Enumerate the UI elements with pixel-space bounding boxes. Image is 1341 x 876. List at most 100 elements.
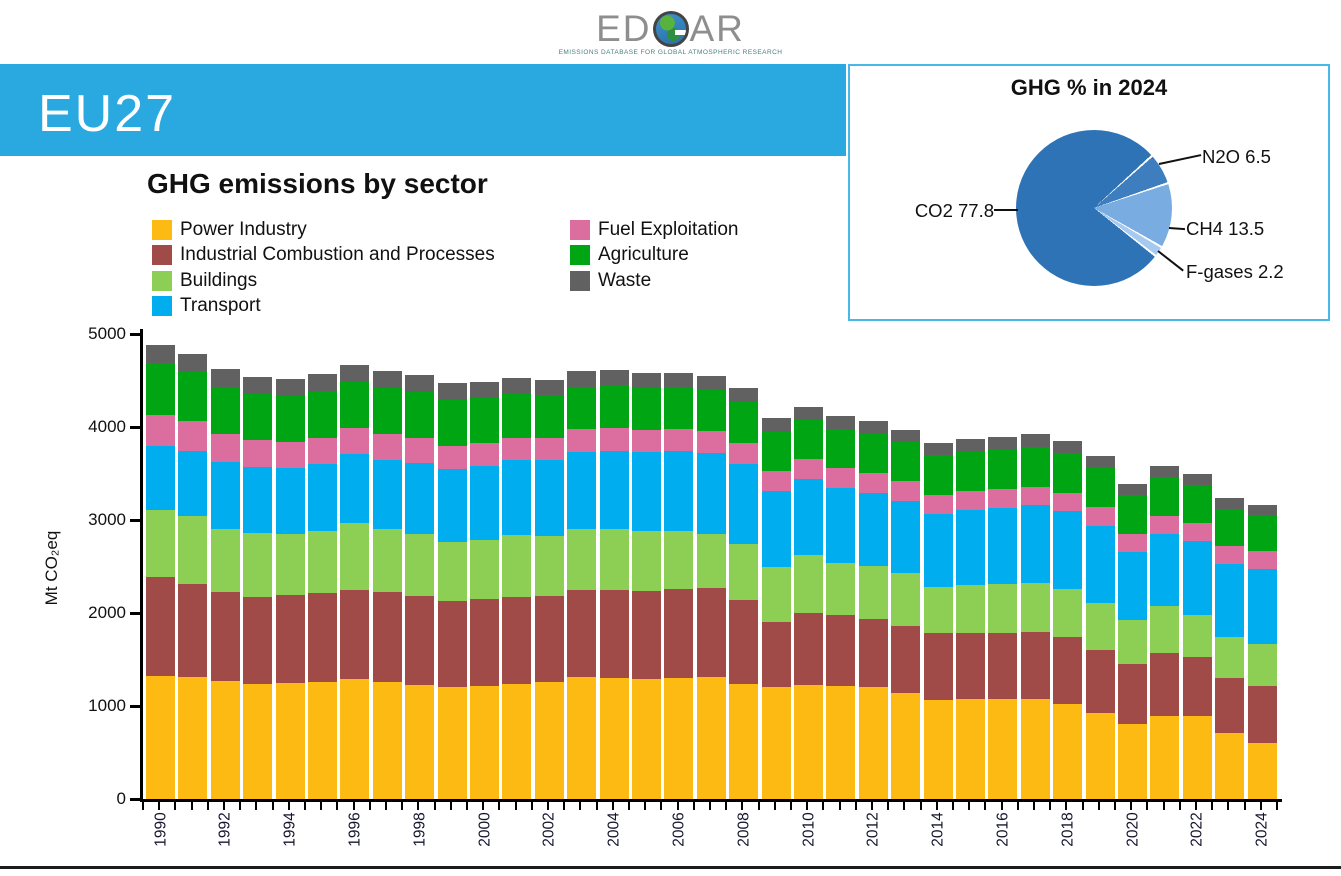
y-tick	[130, 425, 141, 429]
bar-segment	[1053, 493, 1083, 511]
bar-segment	[956, 439, 985, 451]
bar-chart-legend-column-2: Fuel Exploitation Agriculture Waste	[570, 217, 738, 294]
bar-segment	[470, 599, 499, 686]
bar-segment	[372, 434, 402, 460]
bar-segment	[956, 585, 985, 633]
legend-swatch-icon	[570, 219, 590, 240]
x-tick	[1081, 802, 1084, 810]
x-tick	[1162, 802, 1165, 810]
x-tick	[1178, 802, 1181, 810]
bar-segment	[146, 415, 175, 446]
bar-segment	[761, 418, 791, 432]
bar-segment	[891, 481, 921, 501]
bar-segment	[437, 446, 467, 469]
bar-segment	[275, 534, 305, 595]
bar-segment	[1053, 637, 1083, 704]
bar-segment	[988, 449, 1018, 489]
bar-segment	[534, 682, 564, 799]
bar-2020	[1118, 484, 1147, 799]
bar-segment	[1215, 637, 1245, 678]
legend-label: Fuel Exploitation	[598, 218, 739, 240]
bar-segment	[534, 438, 564, 460]
bar-1995	[308, 374, 337, 799]
bar-segment	[567, 429, 597, 452]
bar-segment	[1247, 686, 1277, 743]
bar-segment	[1215, 509, 1245, 546]
bar-segment	[1053, 589, 1083, 637]
bar-segment	[405, 685, 435, 799]
y-tick	[130, 797, 141, 801]
bar-2014	[923, 443, 953, 799]
bar-segment	[405, 534, 435, 596]
bar-segment	[340, 428, 370, 454]
bar-2013	[891, 430, 921, 799]
bar-segment	[470, 443, 499, 466]
pie-label-co2: CO2 77.8	[914, 200, 994, 221]
bar-2009	[761, 418, 791, 799]
bar-1999	[437, 383, 467, 799]
bar-segment	[340, 679, 370, 799]
bar-segment	[761, 622, 791, 687]
legend-item: Transport	[152, 294, 495, 320]
bar-segment	[340, 382, 370, 428]
bar-segment	[437, 400, 467, 446]
legend-label: Transport	[180, 295, 261, 317]
bar-segment	[696, 588, 726, 677]
bar-segment	[1182, 657, 1212, 716]
bar-segment	[210, 462, 240, 529]
bar-segment	[146, 577, 175, 676]
bar-segment	[858, 473, 888, 493]
bar-segment	[761, 432, 791, 471]
x-tick	[773, 802, 776, 810]
edgar-logo: ED AR EMISSIONS DATABASE FOR GLOBAL ATMO…	[0, 10, 1341, 57]
x-tick	[854, 802, 857, 810]
bar-segment	[502, 460, 532, 535]
pie-label-ch4: CH4 13.5	[1186, 218, 1265, 239]
x-tick	[190, 802, 193, 810]
bar-segment	[664, 429, 694, 451]
bar-segment	[275, 396, 305, 442]
bar-segment	[146, 363, 175, 415]
bar-segment	[1215, 733, 1245, 799]
bar-segment	[275, 442, 305, 468]
x-tick	[1000, 802, 1003, 810]
bar-segment	[437, 469, 467, 542]
bar-segment	[988, 633, 1018, 699]
bar-segment	[243, 684, 273, 799]
bar-segment	[502, 535, 532, 597]
bar-segment	[210, 369, 240, 387]
bar-segment	[729, 544, 759, 600]
bar-segment	[534, 596, 564, 682]
bar-segment	[308, 531, 337, 593]
x-tick	[660, 802, 663, 810]
bar-segment	[178, 584, 208, 677]
pie-connector-fgases	[1157, 250, 1184, 272]
bar-segment	[632, 452, 661, 531]
bar-segment	[340, 523, 370, 590]
x-tick	[692, 802, 695, 810]
x-tick-label: 1996	[346, 812, 364, 847]
pie-title: GHG % in 2024	[1010, 75, 1168, 100]
bar-1993	[243, 377, 273, 799]
bar-segment	[761, 567, 791, 622]
bar-segment	[1085, 507, 1115, 526]
bar-2001	[502, 378, 532, 799]
bar-segment	[1247, 551, 1277, 569]
bar-segment	[1215, 546, 1245, 564]
bar-segment	[1020, 447, 1050, 487]
legend-label: Power Industry	[180, 218, 307, 240]
x-tick	[1097, 802, 1100, 810]
x-tick	[644, 802, 647, 810]
bar-segment	[988, 437, 1018, 449]
bar-segment	[502, 597, 532, 684]
bar-segment	[599, 370, 629, 385]
bar-segment	[340, 365, 370, 382]
bar-segment	[632, 679, 661, 799]
x-tick	[1065, 802, 1068, 810]
bar-segment	[1085, 713, 1115, 799]
bar-segment	[470, 540, 499, 599]
bar-segment	[1020, 583, 1050, 632]
bar-chart-plot-area	[143, 334, 1333, 799]
bar-segment	[308, 438, 337, 464]
x-tick	[1114, 802, 1116, 810]
